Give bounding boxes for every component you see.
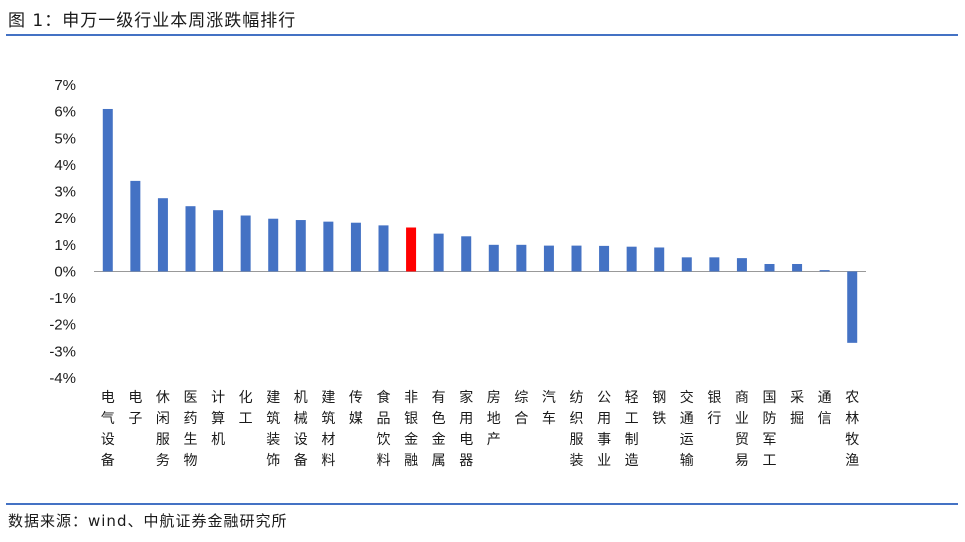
category-label: 家用电器 [459,389,473,469]
bar [102,108,113,272]
bar [350,222,361,272]
bar [543,245,554,272]
category-label: 房地产 [487,390,501,448]
bar [599,245,610,272]
category-label: 国防军工 [763,390,777,469]
source-note: 数据来源：wind、中航证券金融研究所 [8,512,288,530]
bar [516,244,527,272]
y-tick-label: 4% [54,157,76,174]
category-label: 化工 [239,390,253,427]
bar [792,263,803,272]
bars [102,108,858,343]
bar [213,210,224,272]
y-tick-label: -3% [49,343,76,360]
bar [488,244,499,272]
bar [268,218,279,272]
category-label: 有色金属 [432,390,446,469]
title-rule [6,34,958,36]
figure-title: 图 1：申万一级行业本周涨跌幅排行 [8,11,297,31]
bar [654,247,665,272]
category-label: 综合 [514,390,528,427]
y-tick-label: -4% [49,370,76,387]
source-rule [6,503,958,505]
bar-chart: 7% 6% 5% 4% 3% 2% 1% 0% -1% -2% -3% -4% 电气设备电子休闲服务医… [49,77,866,469]
category-label: 汽车 [542,390,556,427]
y-tick-label: 3% [54,184,76,201]
bar [240,215,251,272]
y-axis-ticks: 7% 6% 5% 4% 3% 2% 1% 0% -1% -2% -3% -4% [49,77,76,387]
bar [185,206,196,272]
category-label: 银行 [707,390,721,427]
category-label: 通信 [818,390,832,427]
category-label: 医药生物 [184,390,198,469]
bar [378,225,389,272]
category-label: 电子 [128,390,142,427]
category-label: 采掘 [790,390,804,427]
category-label: 轻工制造 [625,390,639,469]
y-tick-label: 1% [54,237,76,254]
bar [847,271,858,343]
bar [571,245,582,272]
category-label: 建筑材料 [321,390,335,469]
category-label: 钢铁 [652,390,666,427]
bar [764,263,775,272]
category-label: 纺织服装 [570,390,584,469]
category-labels: 电气设备电子休闲服务医药生物计算机化工建筑装饰机械设备建筑材料传媒食品饮料非银金… [101,389,859,469]
category-label: 计算机 [211,390,225,448]
bar [819,270,830,272]
y-tick-label: -1% [49,290,76,307]
y-tick-label: 0% [54,263,76,280]
y-tick-label: 2% [54,210,76,227]
bar [323,221,334,272]
category-label: 公用事业 [597,390,611,469]
category-label: 非银金融 [404,390,418,469]
category-label: 交通运输 [680,389,694,469]
bar [130,180,141,272]
y-tick-label: 6% [54,104,76,121]
bar [157,198,168,272]
category-label: 建筑装饰 [266,390,280,469]
y-tick-label: 5% [54,130,76,147]
category-label: 商业贸易 [735,390,749,469]
bar [709,257,720,272]
category-label: 传媒 [349,390,363,427]
category-label: 电气设备 [101,390,115,469]
y-tick-label: 7% [54,77,76,94]
bar [295,220,306,272]
bar [406,227,417,272]
bar [433,233,444,272]
y-tick-label: -2% [49,317,76,334]
category-label: 食品饮料 [377,389,391,469]
category-label: 农林牧渔 [845,390,859,469]
category-label: 机械设备 [294,390,308,469]
bar [736,258,747,272]
bar [461,236,472,272]
category-label: 休闲服务 [156,390,170,469]
bar [626,246,637,272]
bar [681,257,692,272]
